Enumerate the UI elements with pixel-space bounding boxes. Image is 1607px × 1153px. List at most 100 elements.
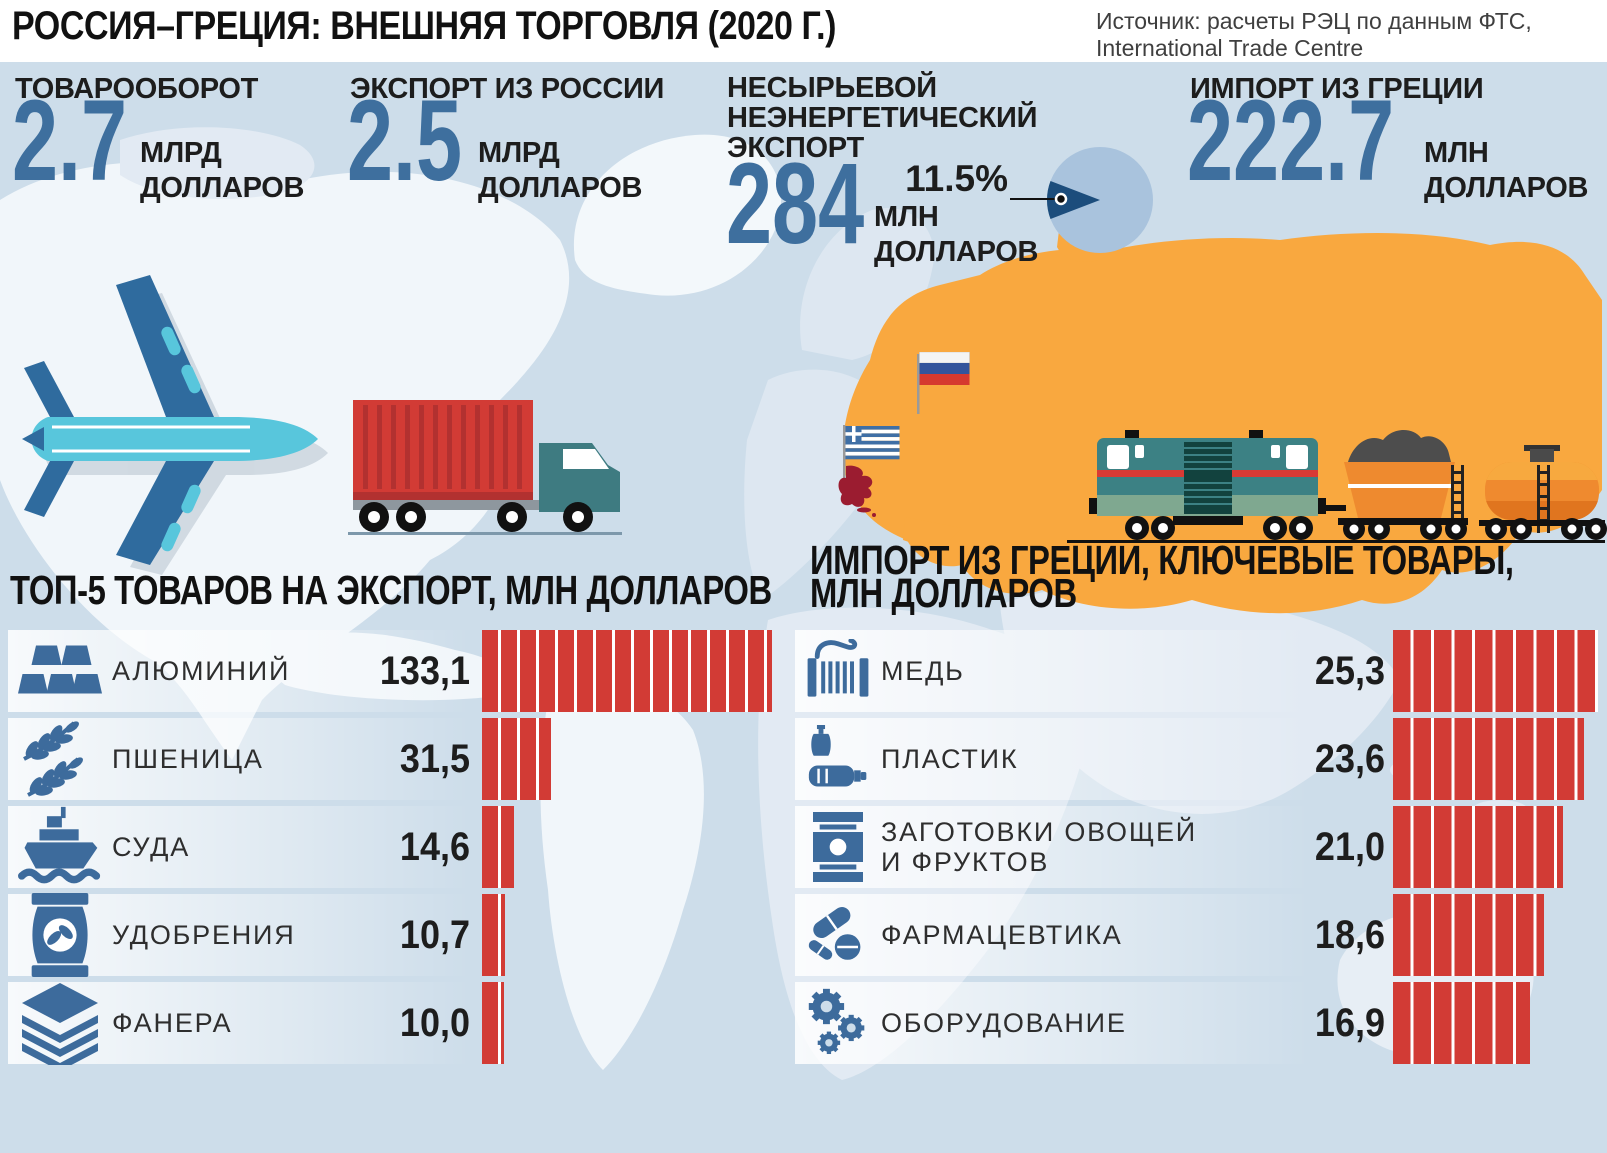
coal-hopper-wagon xyxy=(1338,429,1468,540)
arctic-islands-shape xyxy=(120,127,315,199)
airplane-tailfin-lower xyxy=(24,461,74,517)
pie-share-label: 11.5% xyxy=(905,158,1008,199)
row-label: СУДА xyxy=(112,832,191,862)
page-title: РОССИЯ–ГРЕЦИЯ: ВНЕШНЯЯ ТОРГОВЛЯ (2020 Г.… xyxy=(12,4,837,48)
row-band xyxy=(795,718,1310,800)
row-label: ПЛАСТИК xyxy=(881,744,1019,774)
bar-ships xyxy=(482,806,514,888)
source-line-2: International Trade Centre xyxy=(1096,35,1364,61)
export-row-ships: СУДА 14,6 xyxy=(8,806,470,888)
row-label: УДОБРЕНИЯ xyxy=(112,920,296,950)
airplane-tailfin-upper xyxy=(24,361,74,417)
stat-export-unit: МЛРД ДОЛЛАРОВ xyxy=(478,137,643,204)
greece-country-shape xyxy=(838,465,876,517)
rail-line xyxy=(1067,540,1605,543)
airplane-tail-cone xyxy=(22,427,44,451)
row-band xyxy=(795,894,1310,976)
bar-aluminum xyxy=(482,630,773,712)
pie-leader-dot xyxy=(1054,192,1068,206)
row-band xyxy=(795,630,1310,712)
south-america-shape xyxy=(540,686,704,1070)
row-band xyxy=(795,806,1310,888)
airplane-wing-lower xyxy=(116,461,214,565)
row-value: 10,0 xyxy=(399,1000,470,1045)
airplane-illustration xyxy=(22,275,328,575)
bar-plywood xyxy=(482,982,504,1064)
stat-nne-unit: МЛН ДОЛЛАРОВ xyxy=(874,201,1039,268)
truck-illustration xyxy=(348,400,622,535)
greece-flag xyxy=(843,425,900,483)
wheat-icon xyxy=(23,721,83,797)
truck-ground-line xyxy=(348,532,622,535)
row-value: 23,6 xyxy=(1314,736,1385,781)
stat-import-value: 222.7 xyxy=(1187,77,1395,205)
stat-export-value: 2.5 xyxy=(347,77,463,205)
import-chart-title: ИМПОРТ ИЗ ГРЕЦИИ, КЛЮЧЕВЫЕ ТОВАРЫ, МЛН Д… xyxy=(810,537,1514,616)
plywood-icon xyxy=(22,983,98,1065)
row-band xyxy=(8,630,470,712)
nne-share-pie-chart xyxy=(1010,147,1153,253)
row-label: ФАНЕРА xyxy=(112,1008,233,1038)
import-row-equipment: ОБОРУДОВАНИЕ 16,9 xyxy=(795,982,1385,1064)
bar-copper xyxy=(1393,630,1598,712)
row-label: ПШЕНИЦА xyxy=(112,744,264,774)
stat-import-label: ИМПОРТ ИЗ ГРЕЦИИ xyxy=(1190,73,1484,105)
truck-window xyxy=(563,449,609,469)
row-label: АЛЮМИНИЙ xyxy=(112,656,291,686)
stat-nne-value: 284 xyxy=(726,140,865,268)
crimea-shape xyxy=(903,517,962,552)
row-value: 10,7 xyxy=(399,912,470,957)
airplane-fuselage xyxy=(31,417,318,461)
airplane-wing-upper xyxy=(116,275,214,417)
export-row-wheat: ПШЕНИЦА 31,5 xyxy=(8,718,470,800)
row-label: ФАРМАЦЕВТИКА xyxy=(881,920,1123,950)
canned-goods-icon xyxy=(813,812,863,882)
stat-turnover-value: 2.7 xyxy=(12,77,128,205)
bar-plastic xyxy=(1393,718,1585,800)
export-row-aluminum: АЛЮМИНИЙ 133,1 xyxy=(8,630,470,712)
bar-wheat xyxy=(482,718,551,800)
gears-icon xyxy=(808,988,865,1055)
import-row-copper: МЕДЬ 25,3 xyxy=(795,630,1385,712)
row-value: 14,6 xyxy=(399,824,470,869)
row-band xyxy=(8,718,470,800)
airplane-engines xyxy=(161,326,201,552)
source-line-1: Источник: расчеты РЭЦ по данным ФТС, xyxy=(1096,8,1532,34)
row-value: 18,6 xyxy=(1314,912,1385,957)
bar-equipment xyxy=(1393,982,1530,1064)
copper-coil-icon xyxy=(807,639,869,697)
truck-wheels xyxy=(359,502,593,532)
truck-chassis xyxy=(353,500,540,510)
russia-flag xyxy=(917,352,970,414)
row-label: ОБОРУДОВАНИЕ xyxy=(881,1008,1127,1038)
row-value: 21,0 xyxy=(1314,824,1385,869)
row-value: 16,9 xyxy=(1314,1000,1385,1045)
row-label: МЕДЬ xyxy=(881,656,965,686)
import-row-pharma: ФАРМАЦЕВТИКА 18,6 xyxy=(795,894,1385,976)
train-illustration xyxy=(1067,429,1607,543)
stat-import-unit: МЛН ДОЛЛАРОВ xyxy=(1424,137,1589,204)
ship-icon xyxy=(17,806,101,884)
row-band xyxy=(795,982,1310,1064)
bar-preserved-fruit-veg xyxy=(1393,806,1564,888)
export-row-plywood: ФАНЕРА 10,0 xyxy=(8,982,470,1065)
stat-export-label: ЭКСПОРТ ИЗ РОССИИ xyxy=(350,73,665,105)
plastic-bottles-icon xyxy=(808,725,867,787)
stat-turnover-unit: МЛРД ДОЛЛАРОВ xyxy=(140,137,305,204)
stat-turnover-label: ТОВАРООБОРОТ xyxy=(15,73,259,105)
row-value: 31,5 xyxy=(399,736,470,781)
greenland-shape xyxy=(573,134,782,296)
row-value: 133,1 xyxy=(379,648,470,693)
export-chart-title: ТОП-5 ТОВАРОВ НА ЭКСПОРТ, МЛН ДОЛЛАРОВ xyxy=(10,567,772,613)
import-row-plastic: ПЛАСТИК 23,6 xyxy=(795,718,1385,800)
tank-wagon xyxy=(1479,445,1607,540)
export-row-fertilizers: УДОБРЕНИЯ 10,7 xyxy=(8,893,470,977)
locomotive xyxy=(1089,430,1326,540)
pie-share-slice xyxy=(1046,181,1100,219)
stat-nne-label: НЕСЫРЬЕВОЙ НЕЭНЕРГЕТИЧЕСКИЙ ЭКСПОРТ xyxy=(727,72,1038,164)
row-value: 25,3 xyxy=(1314,648,1385,693)
import-row-preserved-fruit-veg: ЗАГОТОВКИ ОВОЩЕЙ И ФРУКТОВ 21,0 xyxy=(795,806,1385,888)
fertilizer-icon xyxy=(31,893,89,977)
pharma-pills-icon xyxy=(808,907,861,960)
